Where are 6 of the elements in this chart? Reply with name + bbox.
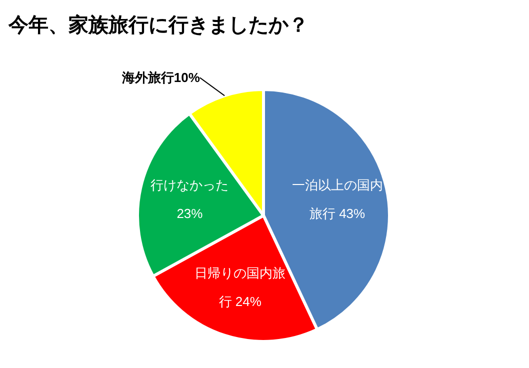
chart-title: 今年、家族旅行に行きましたか？: [8, 14, 308, 36]
slice-label: 行けなかった: [150, 177, 229, 192]
slice-label: 海外旅行10%: [120, 70, 200, 86]
slice-label: 日帰りの国内旅行 24%: [194, 266, 286, 310]
data-label: 23%: [176, 206, 204, 221]
slice-label: 一泊以上の国内旅行 43%: [292, 177, 383, 221]
